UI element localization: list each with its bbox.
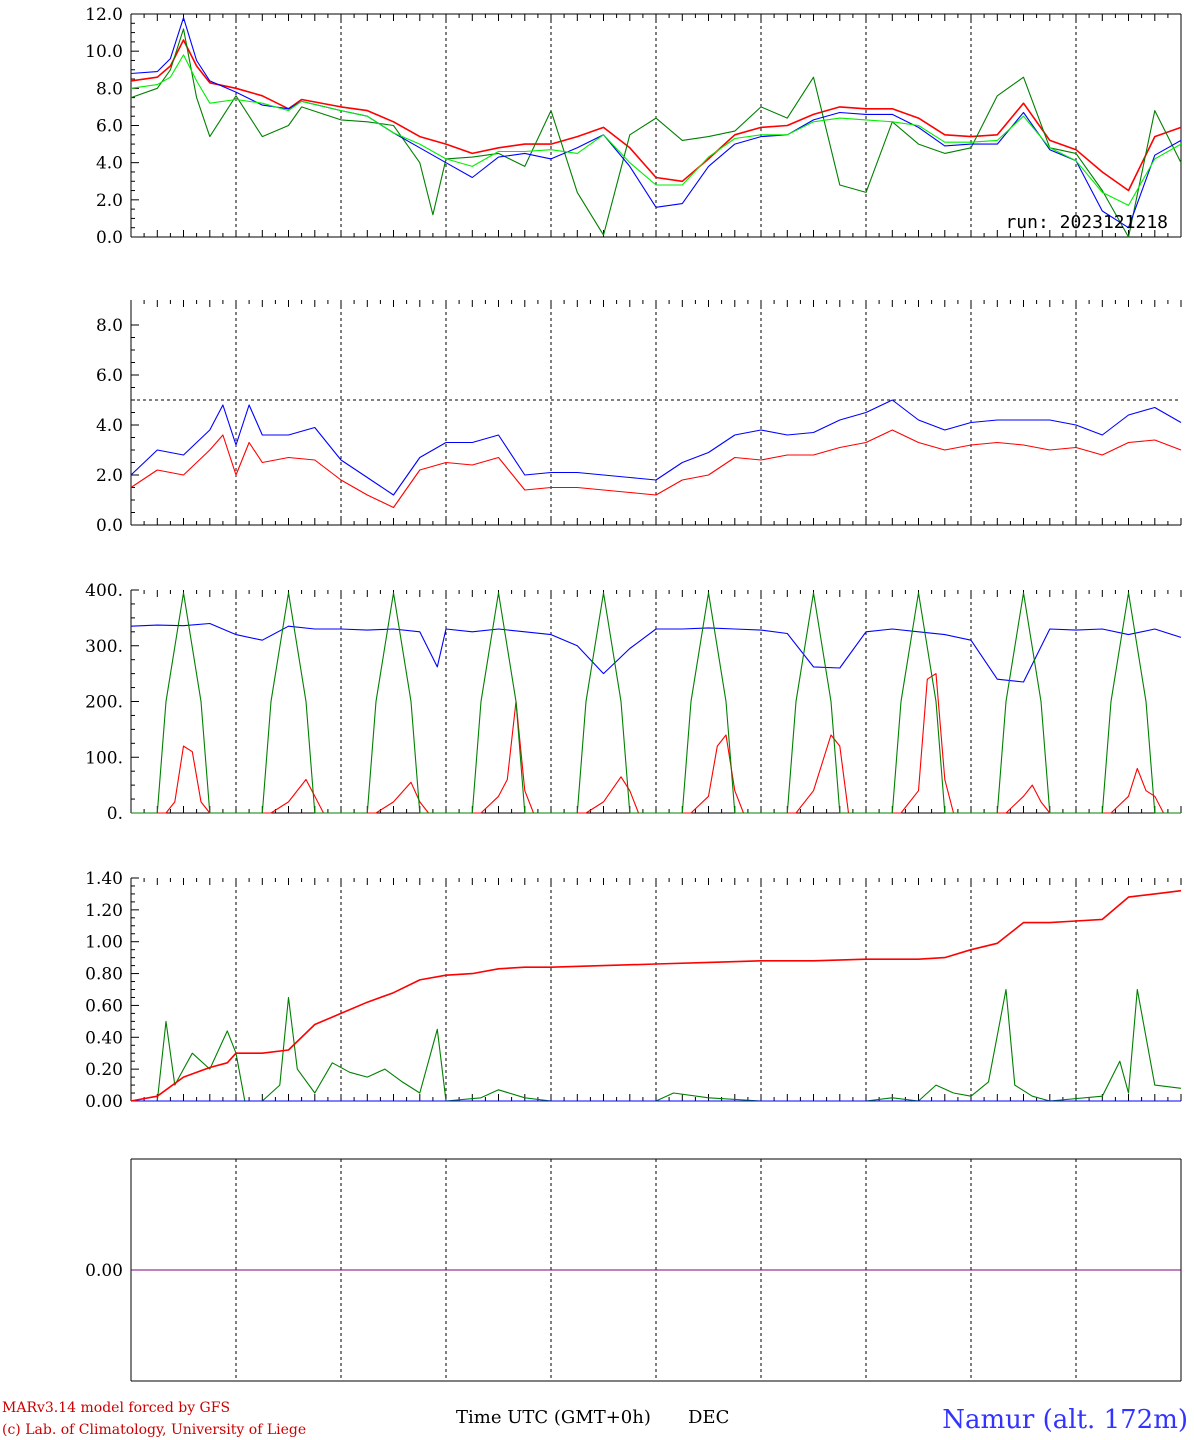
series-line-wind-speed bbox=[130, 429, 1182, 509]
y-tick-label: 4.0 bbox=[96, 416, 123, 436]
panel-temp: 0.0 2.0 4.0 6.0 8.0 10.0 12.0 bbox=[85, 5, 1182, 248]
y-tick-label: 0.20 bbox=[85, 1060, 123, 1080]
y-tick-label: 400. bbox=[85, 581, 123, 601]
y-tick-label: 6.0 bbox=[96, 117, 123, 137]
run-label: run: 2023121218 bbox=[1005, 212, 1168, 233]
x-tick-marks bbox=[130, 300, 1182, 525]
series-line-temperature bbox=[130, 39, 1182, 192]
y-tick-label: 1.40 bbox=[85, 869, 123, 889]
credit-line-2: (c) Lab. of Climatology, University of L… bbox=[2, 1422, 306, 1438]
x-tick-marks bbox=[130, 878, 1182, 1101]
series-line-wind-gust bbox=[130, 399, 1182, 496]
y-tick-label: 2.0 bbox=[96, 191, 123, 211]
series-line-top-of-atmosphere-solar bbox=[131, 592, 1181, 814]
y-tick-label: 0.60 bbox=[85, 996, 123, 1016]
series-line-humidex bbox=[130, 17, 1182, 229]
y-tick-label: 0.40 bbox=[85, 1028, 123, 1048]
time-axis-label: Time UTC (GMT+0h) bbox=[456, 1407, 651, 1428]
y-tick-label: 100. bbox=[85, 748, 123, 768]
y-tick-label: 0.00 bbox=[85, 1261, 123, 1281]
month-label: DEC bbox=[688, 1407, 729, 1428]
y-tick-label: 200. bbox=[85, 693, 123, 713]
series-line-infrared bbox=[130, 622, 1182, 683]
y-tick-label: 0.0 bbox=[96, 228, 123, 248]
y-tick-label: 6.0 bbox=[96, 366, 123, 386]
panel-snow: 0.00 bbox=[85, 1158, 1182, 1382]
series-line-liquid-precip-mm-h bbox=[131, 988, 1182, 1102]
y-tick-label: 4.0 bbox=[96, 154, 123, 174]
y-tick-label: 8.0 bbox=[96, 316, 123, 336]
y-tick-label: 12.0 bbox=[85, 5, 123, 25]
panel-wind: 0.0 2.0 4.0 6.0 8.0 bbox=[96, 300, 1182, 536]
series-line-total-cumulated-cm bbox=[130, 889, 1182, 1102]
station-label: Namur (alt. 172m) bbox=[942, 1405, 1188, 1435]
y-tick-label: 2.0 bbox=[96, 466, 123, 486]
y-tick-label: 1.20 bbox=[85, 901, 123, 921]
series-line-vigne-temp bbox=[130, 28, 1182, 238]
panel-energy: 0. 100. 200. 300. 400. bbox=[85, 581, 1182, 824]
panel-precip: 0.00 0.20 0.40 0.60 0.80 1.00 1.20 1.40 bbox=[85, 869, 1182, 1112]
y-tick-label: 0.00 bbox=[85, 1092, 123, 1112]
y-tick-label: 0.0 bbox=[96, 516, 123, 536]
x-tick-marks bbox=[130, 590, 1182, 813]
y-tick-label: 10.0 bbox=[85, 42, 123, 62]
y-tick-label: 0. bbox=[107, 804, 123, 824]
y-tick-label: 1.00 bbox=[85, 933, 123, 953]
series-line-solar bbox=[131, 673, 1181, 814]
y-tick-label: 0.80 bbox=[85, 965, 123, 985]
credit-line-1: MARv3.14 model forced by GFS bbox=[2, 1400, 230, 1416]
series-line-dewpoint-temp bbox=[130, 54, 1182, 206]
y-tick-label: 300. bbox=[85, 637, 123, 657]
y-tick-label: 8.0 bbox=[96, 79, 123, 99]
